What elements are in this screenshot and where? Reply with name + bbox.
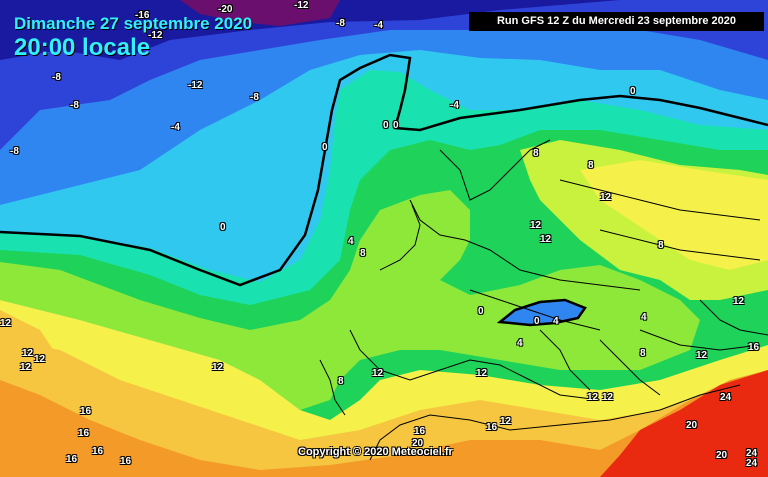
band-yellow-ne [580,160,768,270]
isotherm-label: 16 [748,342,760,353]
isotherm-label: -12 [294,0,309,11]
isotherm-label: 8 [360,248,366,259]
isotherm-label: 16 [92,446,104,457]
isotherm-label: 8 [338,376,344,387]
isotherm-label: 12 [733,296,745,307]
isotherm-label: 0 [220,222,226,233]
forecast-date: Dimanche 27 septembre 2020 [14,14,253,33]
isotherm-label: 4 [553,316,559,327]
isotherm-label: 24 [746,448,758,459]
isotherm-label: 12 [530,220,542,231]
isotherm-label: 12 [22,348,34,359]
isotherm-label: 8 [588,160,594,171]
isotherm-label: 20 [686,420,698,431]
isotherm-label: 12 [602,392,614,403]
isotherm-label: 0 [322,142,328,153]
isotherm-label: 20 [412,438,424,449]
isotherm-label: -8 [250,92,259,103]
isotherm-label: 16 [414,426,426,437]
isotherm-label: 16 [80,406,92,417]
isotherm-label: -8 [70,100,79,111]
copyright-label: Copyright © 2020 Meteociel.fr [298,446,453,458]
isotherm-label: 12 [476,368,488,379]
isotherm-label: 12 [212,362,224,373]
forecast-time: 20:00 locale [14,34,151,61]
band-lime [0,190,700,410]
isotherm-label: 12 [34,354,46,365]
isotherm-label: 4 [641,312,647,323]
isotherm-label: -8 [52,72,61,83]
isotherm-label: 12 [20,362,32,373]
isotherm-label: 24 [720,392,732,403]
isotherm-label: 0 [630,86,636,97]
isotherm-label: 16 [78,428,90,439]
isotherm-label: -4 [374,20,383,31]
isotherm-label: -16 [135,10,150,21]
isotherm-label: 8 [640,348,646,359]
band-amber [0,340,768,477]
isotherm-label: 12 [540,234,552,245]
zero-isoline [0,53,768,287]
isotherm-label: -4 [171,122,180,133]
isotherm-label: 16 [66,454,78,465]
isotherm-label: 12 [500,416,512,427]
isotherm-label: 24 [746,458,758,469]
coastlines [319,139,768,461]
isotherm-label: -8 [336,18,345,29]
isotherm-label: 8 [658,240,664,251]
isotherm-label: 8 [533,148,539,159]
isotherm-label: 16 [120,456,132,467]
isotherm-label: -20 [218,4,233,15]
band-red [600,370,768,477]
isotherm-label: -8 [10,146,19,157]
isotherm-label: 0 [478,306,484,317]
isotherm-label: 16 [486,422,498,433]
isotherm-label: 0 [393,120,399,131]
isotherm-label: 12 [372,368,384,379]
band-warm-atlantic [0,310,60,380]
isotherm-label: -4 [450,100,459,111]
isotherm-label: 12 [600,192,612,203]
isotherm-label: 12 [587,392,599,403]
isotherm-label: 4 [517,338,523,349]
band-orange [0,370,768,477]
isotherm-label: 0 [383,120,389,131]
isotherm-label: 20 [716,450,728,461]
isotherm-label: 12 [696,350,708,361]
isotherm-label: 12 [0,318,12,329]
model-run-label: Run GFS 12 Z du Mercredi 23 septembre 20… [469,12,764,31]
band-deep [180,0,340,26]
isotherm-label: -12 [188,80,203,91]
isotherm-label: 0 [534,316,540,327]
isotherm-label: 4 [348,236,354,247]
isotherm-label: -12 [148,30,163,41]
